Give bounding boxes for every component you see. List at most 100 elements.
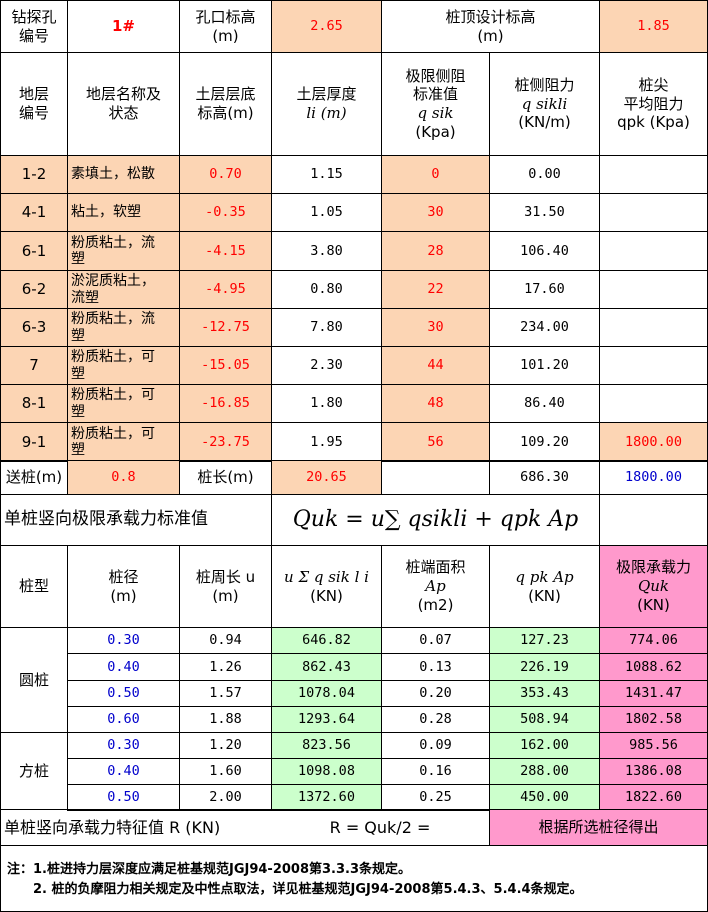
round-pile-usum-cell: 1078.04	[271, 680, 382, 707]
layer-bottom-cell: -23.75	[179, 422, 272, 462]
col-pile-type: 桩型	[0, 545, 68, 628]
col-qpk-line3: qpk (Kpa)	[617, 113, 690, 132]
round-pile-d-cell: 0.40	[67, 653, 180, 681]
layer-qpk-cell	[599, 308, 708, 347]
layer-bottom-cell: -12.75	[179, 308, 272, 347]
collar-elevation-value: 2.65	[271, 0, 382, 53]
layer-side-cell: 0.00	[489, 155, 600, 194]
feed-value: 0.8	[67, 460, 180, 495]
borehole-label: 钻探孔 编号	[0, 0, 68, 53]
col-qpkap-line1: q pk Ap	[515, 567, 574, 586]
square-pile-quk-cell: 1386.08	[599, 758, 708, 785]
square-pile-usum-cell: 1098.08	[271, 758, 382, 785]
pile-top-elevation-value: 1.85	[599, 0, 708, 53]
layer-bottom-cell: -0.35	[179, 193, 272, 232]
col-tip-area: 桩端面积 Ap (m2)	[381, 545, 490, 628]
layer-bottom-cell: 0.70	[179, 155, 272, 194]
round-pile-quk-cell: 774.06	[599, 627, 708, 654]
col-side-line2: q sikli	[521, 94, 568, 113]
capacity-formula-text: Quk = u∑ qsikli + qpk Ap	[292, 507, 579, 533]
layer-qsik-cell: 56	[381, 422, 490, 462]
col-layer-name: 地层名称及 状态	[67, 52, 180, 156]
layer-qpk-cell	[599, 193, 708, 232]
round-pile-d-cell: 0.60	[67, 706, 180, 733]
layer-side-cell: 17.60	[489, 270, 600, 309]
round-pile-d-cell: 0.30	[67, 627, 180, 654]
note-line-1: 注：1.桩进持力层深度应满足桩基规范JGJ94-2008第3.3.3条规定。	[7, 862, 412, 877]
layer-side-cell: 101.20	[489, 346, 600, 385]
col-thickness: 土层厚度 li (m)	[271, 52, 382, 156]
square-pile-usum-cell: 1372.60	[271, 784, 382, 811]
round-pile-usum-cell: 862.43	[271, 653, 382, 681]
round-pile-usum-cell: 646.82	[271, 627, 382, 654]
col-area-line1: 桩端面积	[405, 558, 466, 577]
layer-qsik-cell: 30	[381, 193, 490, 232]
round-pile-u-cell: 1.57	[179, 680, 272, 707]
round-pile-u-cell: 1.26	[179, 653, 272, 681]
note-line-2: 2. 桩的负摩阻力相关规定及中性点取法，详见桩基规范JGJ94-2008第5.4…	[33, 882, 583, 897]
capacity-formula-empty	[599, 494, 708, 546]
col-side-sum: u Σ q sik l i (KN)	[271, 545, 382, 628]
layer-name-cell: 粉质粘土，可 塑	[67, 346, 180, 385]
col-qsik: 极限侧阻 标准值 q sik (Kpa)	[381, 52, 490, 156]
square-pile-quk-cell: 1822.60	[599, 784, 708, 811]
layer-qpk-cell	[599, 155, 708, 194]
square-pile-d-cell: 0.30	[67, 732, 180, 759]
layer-name-cell: 粘土，软塑	[67, 193, 180, 232]
round-pile-u-cell: 1.88	[179, 706, 272, 733]
round-pile-u-cell: 0.94	[179, 627, 272, 654]
col-area-line2: Ap	[425, 577, 446, 596]
round-pile-quk-cell: 1431.47	[599, 680, 708, 707]
round-pile-ap-cell: 0.20	[381, 680, 490, 707]
characteristic-note: 根据所选桩径得出	[489, 809, 708, 846]
layer-thick-cell: 1.05	[271, 193, 382, 232]
layer-qsik-cell: 48	[381, 384, 490, 423]
square-pile-ap-cell: 0.09	[381, 732, 490, 759]
layer-qpk-cell	[599, 346, 708, 385]
square-pile-u-cell: 1.60	[179, 758, 272, 785]
collar-elevation-label: 孔口标高 (m)	[179, 0, 272, 53]
layer-qsik-cell: 28	[381, 231, 490, 271]
layer-bottom-cell: -4.95	[179, 270, 272, 309]
square-pile-u-cell: 2.00	[179, 784, 272, 811]
square-pile-label: 方桩	[0, 732, 68, 810]
round-pile-qpkap-cell: 226.19	[489, 653, 600, 681]
feed-label: 送桩(m)	[0, 460, 68, 495]
layer-side-cell: 109.20	[489, 422, 600, 462]
col-qpk-line2: 平均阻力	[623, 94, 684, 113]
col-quk-line1: 极限承载力	[615, 558, 691, 577]
col-thickness-line1: 土层厚度	[296, 85, 357, 104]
round-pile-quk-cell: 1802.58	[599, 706, 708, 733]
characteristic-formula: R = Quk/2 =	[271, 809, 490, 846]
borehole-value: 1#	[67, 0, 180, 53]
summary-empty	[381, 460, 490, 495]
col-layer-no: 地层 编号	[0, 52, 68, 156]
square-pile-d-cell: 0.40	[67, 758, 180, 785]
round-pile-ap-cell: 0.13	[381, 653, 490, 681]
col-usum-line2: (KN)	[310, 586, 343, 605]
layer-no-cell: 6-2	[0, 270, 68, 309]
layer-name-cell: 素填土，松散	[67, 155, 180, 194]
col-side-resistance: 桩侧阻力 q sikli (KN/m)	[489, 52, 600, 156]
layer-no-cell: 6-3	[0, 308, 68, 347]
layer-qsik-cell: 30	[381, 308, 490, 347]
layer-name-cell: 粉质粘土，流 塑	[67, 231, 180, 271]
col-qsik-line3: q sik	[417, 104, 454, 122]
layer-name-cell: 淤泥质粘土， 流塑	[67, 270, 180, 309]
pile-top-elevation-label: 桩顶设计标高 (m)	[381, 0, 600, 53]
square-pile-qpkap-cell: 288.00	[489, 758, 600, 785]
layer-qpk-cell	[599, 270, 708, 309]
col-usum-line1: u Σ q sik l i	[284, 567, 369, 586]
col-side-line1: 桩侧阻力	[514, 75, 575, 94]
layer-thick-cell: 0.80	[271, 270, 382, 309]
layer-qpk-cell: 1800.00	[599, 422, 708, 462]
qpk-total: 1800.00	[599, 460, 708, 495]
layer-no-cell: 8-1	[0, 384, 68, 423]
square-pile-usum-cell: 823.56	[271, 732, 382, 759]
capacity-title: 单桩竖向极限承载力标准值	[0, 494, 272, 546]
layer-no-cell: 4-1	[0, 193, 68, 232]
col-ultimate-capacity: 极限承载力 Quk (KN)	[599, 545, 708, 628]
square-pile-qpkap-cell: 162.00	[489, 732, 600, 759]
layer-qsik-cell: 44	[381, 346, 490, 385]
layer-side-cell: 31.50	[489, 193, 600, 232]
